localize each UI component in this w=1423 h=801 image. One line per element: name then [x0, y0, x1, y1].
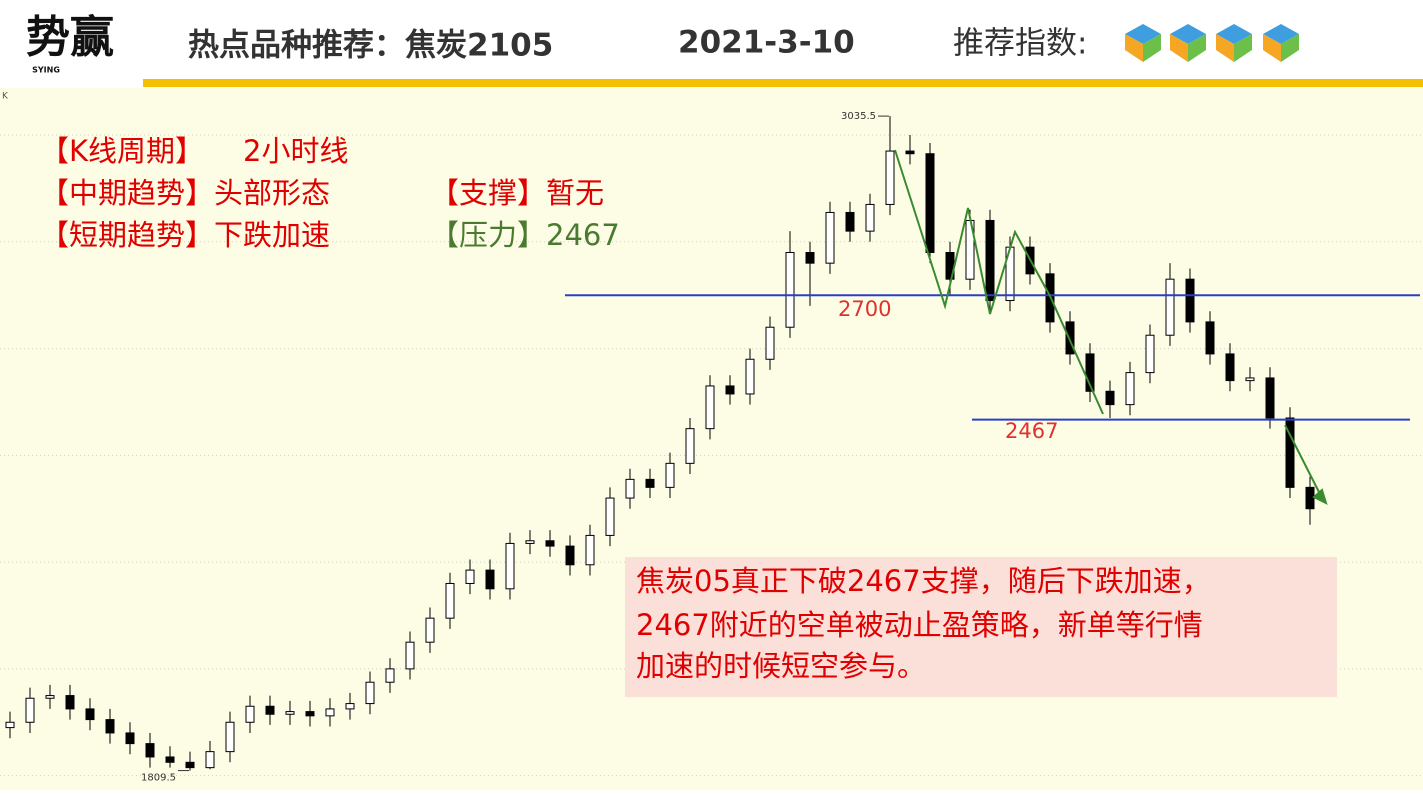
- candle-body: [265, 705, 275, 715]
- candle-body: [25, 697, 35, 723]
- candle-body: [5, 721, 15, 729]
- candle-body: [505, 542, 515, 590]
- candle-body: [1085, 353, 1095, 392]
- trend-line: [894, 149, 1104, 415]
- candle-body: [805, 251, 815, 264]
- candle-body: [825, 211, 835, 264]
- candle-body: [745, 358, 755, 395]
- trend-line: [1284, 424, 1324, 501]
- candle-body: [665, 462, 675, 488]
- candles: [5, 116, 1315, 771]
- candle-body: [625, 478, 635, 499]
- candle-body: [1285, 417, 1295, 488]
- candle-body: [725, 385, 735, 395]
- candle-body: [45, 695, 55, 699]
- candle-body: [1165, 278, 1175, 336]
- candle-body: [705, 385, 715, 430]
- level-label: 2467: [1005, 419, 1058, 443]
- candle-body: [545, 540, 555, 547]
- candle-body: [305, 711, 315, 717]
- info-text: 【支撑】暂无: [430, 176, 604, 210]
- candle-body: [1125, 372, 1135, 406]
- candle-body: [325, 708, 335, 717]
- candle-body: [1265, 377, 1275, 419]
- candle-body: [345, 703, 355, 710]
- logo: 势赢: [26, 13, 114, 62]
- trend-arrow: [1312, 488, 1328, 505]
- cube-icon: [1263, 24, 1299, 62]
- info-text: 【短期趋势】下跌加速: [40, 218, 330, 252]
- candle-body: [365, 681, 375, 705]
- level-label: 2700: [838, 297, 891, 321]
- info-text: 【中期趋势】头部形态: [40, 176, 330, 210]
- title: 热点品种推荐：焦炭2105: [188, 28, 553, 64]
- candle-body: [105, 719, 115, 734]
- note-text: 焦炭05真正下破2467支撑，随后下跌加速，: [636, 564, 1211, 598]
- header-bar: [143, 79, 1423, 87]
- candle-body: [1205, 321, 1215, 355]
- candle-body: [565, 545, 575, 566]
- candle-body: [685, 428, 695, 464]
- candle-body: [785, 251, 795, 328]
- candle-body: [885, 150, 895, 205]
- rating-icons: [1125, 24, 1299, 62]
- candle-body: [425, 617, 435, 643]
- candle-body: [1145, 334, 1155, 374]
- candle-body: [205, 751, 215, 769]
- candle-body: [1245, 377, 1255, 382]
- candle-body: [245, 705, 255, 723]
- info-text: 【压力】2467: [430, 218, 620, 252]
- info-text: 【K线周期】: [40, 134, 204, 168]
- cube-icon: [1125, 24, 1161, 62]
- corner-label: K: [2, 92, 9, 102]
- candle-body: [765, 326, 775, 360]
- info-text: 2小时线: [243, 134, 348, 168]
- levels: 2700 2467 3035.5 1809.5: [141, 111, 1420, 784]
- candle-body: [445, 582, 455, 619]
- candle-body: [905, 150, 915, 155]
- extreme-label: 1809.5: [141, 773, 176, 784]
- candle-body: [85, 708, 95, 721]
- candle-body: [585, 534, 595, 566]
- candle-body: [405, 641, 415, 670]
- candle-body: [225, 721, 235, 753]
- extreme-label: 3035.5: [841, 111, 876, 122]
- candle-body: [985, 219, 995, 302]
- note-text: 2467附近的空单被动止盈策略，新单等行情: [636, 608, 1203, 642]
- cube-icon: [1216, 24, 1252, 62]
- note-box: [625, 557, 1337, 697]
- candle-body: [125, 732, 135, 745]
- candle-body: [145, 743, 155, 758]
- candle-body: [605, 497, 615, 536]
- candle-body: [385, 668, 395, 683]
- candle-body: [65, 695, 75, 710]
- candle-body: [1185, 278, 1195, 323]
- candle-body: [1305, 486, 1315, 510]
- candle-body: [865, 203, 875, 232]
- trend-lines: [894, 149, 1328, 505]
- candle-body: [1065, 321, 1075, 355]
- date: 2021-3-10: [678, 25, 855, 61]
- candle-body: [285, 711, 295, 715]
- candle-body: [1225, 353, 1235, 382]
- candle-body: [645, 478, 655, 488]
- candle-body: [525, 540, 535, 544]
- candle-body: [165, 756, 175, 763]
- rating-label: 推荐指数:: [953, 26, 1087, 62]
- candle-body: [485, 569, 495, 590]
- logo-sub: SYING: [32, 66, 60, 75]
- candle-body: [185, 761, 195, 769]
- candle-body: [465, 569, 475, 584]
- candle-body: [1105, 390, 1115, 406]
- cube-icon: [1170, 24, 1206, 62]
- note-text: 加速的时候短空参与。: [636, 649, 926, 683]
- candle-body: [845, 211, 855, 232]
- candle-body: [925, 153, 935, 253]
